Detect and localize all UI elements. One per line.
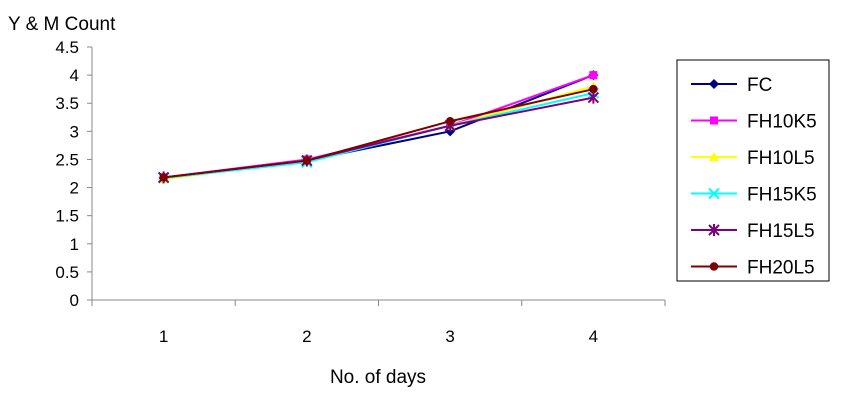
- circle-marker: [709, 262, 719, 271]
- y-tick-label: 4.5: [55, 38, 79, 57]
- y-tick-label: 3: [70, 122, 79, 141]
- y-tick-label: 2.5: [55, 150, 79, 169]
- series-line: [163, 88, 594, 179]
- data-point: [302, 156, 312, 165]
- legend-marker: [709, 152, 719, 161]
- square-marker: [589, 71, 598, 80]
- series-line: [163, 96, 594, 179]
- y-tick-label: 4: [70, 66, 79, 85]
- legend-label: FH15L5: [747, 221, 815, 242]
- triangle-marker: [709, 152, 719, 161]
- legend-label: FC: [747, 75, 772, 96]
- data-point: [589, 71, 598, 80]
- series-line: [163, 74, 594, 179]
- series-line: [163, 92, 594, 179]
- data-point: [445, 116, 455, 126]
- legend-item-fc: FC: [691, 75, 772, 96]
- data-point: [589, 84, 598, 94]
- x-tick-label: 2: [302, 327, 311, 346]
- legend-item-fh15l5: FH15L5: [691, 221, 815, 242]
- legend-label: FH10L5: [747, 148, 815, 169]
- x-marker-stroke: [708, 187, 720, 200]
- legend-item-fh20l5: FH20L5: [691, 258, 815, 279]
- series-line: [163, 74, 594, 179]
- legend-label: FH10K5: [747, 112, 817, 133]
- y-tick-label: 1.5: [55, 207, 79, 226]
- circle-marker: [589, 84, 598, 94]
- circle-marker: [302, 156, 312, 165]
- y-tick-label: 0: [70, 291, 79, 310]
- y-axis-label: Y & M Count: [8, 14, 116, 35]
- x-axis-label: No. of days: [330, 367, 426, 388]
- legend-label: FH20L5: [747, 258, 815, 279]
- series-fh20l5: [159, 84, 598, 182]
- data-point: [159, 173, 168, 182]
- y-tick-label: 3.5: [55, 94, 79, 113]
- legend-marker: [708, 224, 720, 236]
- legend-label: FH15K5: [747, 185, 817, 206]
- x-tick-label: 1: [159, 327, 168, 346]
- legend-marker: [709, 79, 719, 89]
- legend-box: [676, 59, 830, 282]
- circle-marker: [159, 173, 168, 182]
- series-fc: [158, 70, 599, 183]
- legend-item-fh15k5: FH15K5: [691, 185, 817, 206]
- circle-marker: [445, 116, 455, 126]
- legend-item-fh10k5: FH10K5: [691, 112, 817, 133]
- data-point: [587, 91, 600, 104]
- plot-area: [157, 70, 600, 184]
- series-fh10k5: [159, 71, 598, 182]
- diamond-marker: [709, 79, 719, 89]
- x-tick-label: 3: [445, 327, 454, 346]
- legend-marker: [710, 116, 718, 125]
- axes: 0 0.5 1 1.5 2 2.5 3 3.5 4 4.5 1 2 3 4: [55, 38, 666, 346]
- y-tick-label: 2: [70, 179, 79, 198]
- square-marker: [710, 116, 718, 125]
- legend: FC FH10K5 FH10L5 FH15K5 FH15L5 FH20L5: [676, 59, 830, 282]
- legend-marker: [708, 187, 720, 200]
- x-tick-label: 4: [589, 327, 598, 346]
- y-tick-label: 1: [70, 235, 79, 254]
- legend-item-fh10l5: FH10L5: [691, 148, 815, 169]
- legend-marker: [709, 262, 719, 271]
- y-tick-label: 0.5: [55, 263, 79, 282]
